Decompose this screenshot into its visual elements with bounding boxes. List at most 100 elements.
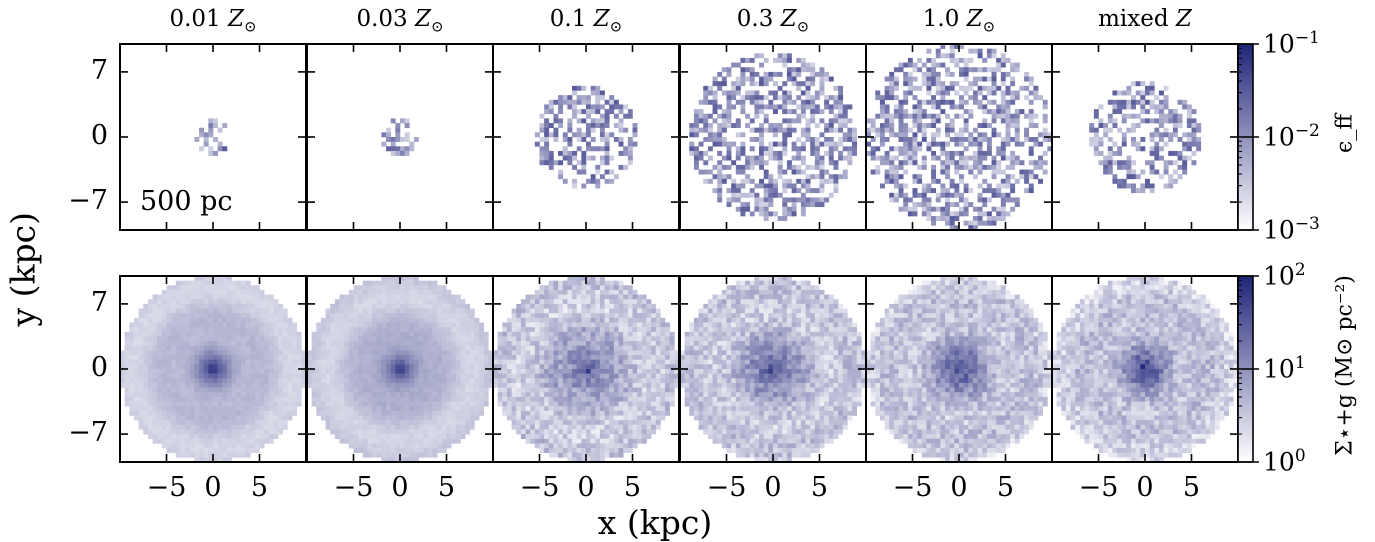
heat-cell (773, 155, 778, 161)
heat-cell (627, 160, 633, 166)
heat-cell (852, 146, 857, 152)
heat-cell (432, 424, 438, 430)
heat-cell (432, 378, 438, 384)
heat-cell (446, 443, 452, 449)
heat-cell (553, 132, 559, 138)
heat-cell (124, 336, 130, 342)
heat-cell (1033, 90, 1039, 96)
heat-cell (912, 211, 918, 217)
heat-cell (161, 294, 167, 300)
heat-cell (1014, 118, 1020, 124)
heat-cell (418, 410, 424, 416)
heat-cell (185, 373, 191, 379)
heat-cell (735, 132, 741, 138)
heat-cell (240, 364, 246, 370)
heat-cell (949, 160, 955, 166)
heat-cell (344, 313, 350, 319)
heat-cell (427, 322, 433, 328)
heat-cell (576, 331, 582, 337)
heat-cell (954, 164, 960, 170)
heat-cell (986, 188, 992, 194)
heat-cell (259, 406, 265, 412)
heat-cell (129, 364, 135, 370)
heat-cell (595, 123, 601, 128)
heat-cell (245, 448, 251, 453)
heat-cell (157, 373, 163, 379)
heat-cell (800, 202, 806, 208)
heat-cell (581, 183, 587, 189)
heat-cell (437, 448, 443, 453)
heat-cell (931, 164, 937, 170)
heat-cell (773, 141, 778, 147)
heat-cell (226, 285, 232, 291)
heat-cell (889, 95, 895, 101)
heat-cell (273, 415, 279, 421)
heat-cell (344, 429, 350, 435)
heat-cell (745, 155, 751, 161)
heat-cell (945, 71, 950, 77)
heat-cell (879, 137, 885, 142)
heat-cell (912, 62, 918, 68)
heat-cell (395, 424, 401, 430)
heat-cell (358, 396, 364, 402)
heat-cell (1014, 95, 1020, 101)
heat-cell (446, 355, 452, 360)
heat-cell (367, 359, 373, 365)
heat-cell (226, 289, 232, 295)
heat-cell (889, 174, 895, 180)
heat-cell (488, 359, 494, 365)
heat-cell (959, 211, 964, 217)
heat-cell (506, 327, 512, 333)
heat-cell (236, 434, 242, 440)
heat-cell (203, 289, 209, 295)
heat-cell (413, 294, 419, 300)
heat-cell (264, 331, 270, 337)
heat-cell (203, 443, 209, 449)
heat-cell (1117, 178, 1123, 184)
heat-cell (581, 132, 587, 138)
heat-cell (395, 289, 401, 295)
heat-cell (623, 127, 629, 133)
heat-cell (185, 285, 191, 291)
heat-cell (726, 109, 732, 115)
heat-cell (259, 438, 265, 444)
heat-cell (157, 303, 163, 309)
heat-cell (240, 350, 246, 356)
heat-cell (455, 350, 461, 356)
heat-cell (996, 57, 1002, 63)
heat-cell (273, 369, 279, 374)
heat-cell (226, 429, 232, 435)
heat-cell (572, 336, 577, 342)
heat-cell (208, 410, 214, 416)
heat-cell (152, 322, 158, 328)
heat-cell (814, 174, 820, 180)
heat-cell (735, 155, 741, 161)
heat-cell (553, 113, 559, 119)
heat-cell (689, 132, 695, 138)
heat-cell (1149, 81, 1155, 87)
heat-cell (161, 327, 167, 333)
heat-cell (133, 373, 139, 379)
heat-cell (567, 160, 573, 166)
heat-cell (390, 392, 396, 398)
heat-cell (544, 331, 550, 337)
heat-cell (437, 369, 443, 374)
heat-cell (222, 373, 228, 379)
heat-cell (268, 396, 274, 402)
heat-cell (353, 387, 359, 393)
heat-cell (572, 113, 577, 119)
heat-cell (548, 299, 554, 305)
heat-cell (259, 410, 265, 416)
heat-cell (171, 373, 177, 379)
heat-cell (446, 369, 452, 374)
heat-cell (595, 178, 601, 184)
heat-cell (655, 331, 661, 337)
heat-cell (745, 76, 751, 82)
heat-cell (1140, 95, 1146, 101)
heat-cell (404, 331, 410, 337)
heat-cell (1126, 160, 1132, 166)
heat-cell (180, 415, 186, 421)
heat-cell (506, 322, 512, 328)
heat-cell (567, 303, 573, 309)
heat-cell (898, 62, 904, 68)
